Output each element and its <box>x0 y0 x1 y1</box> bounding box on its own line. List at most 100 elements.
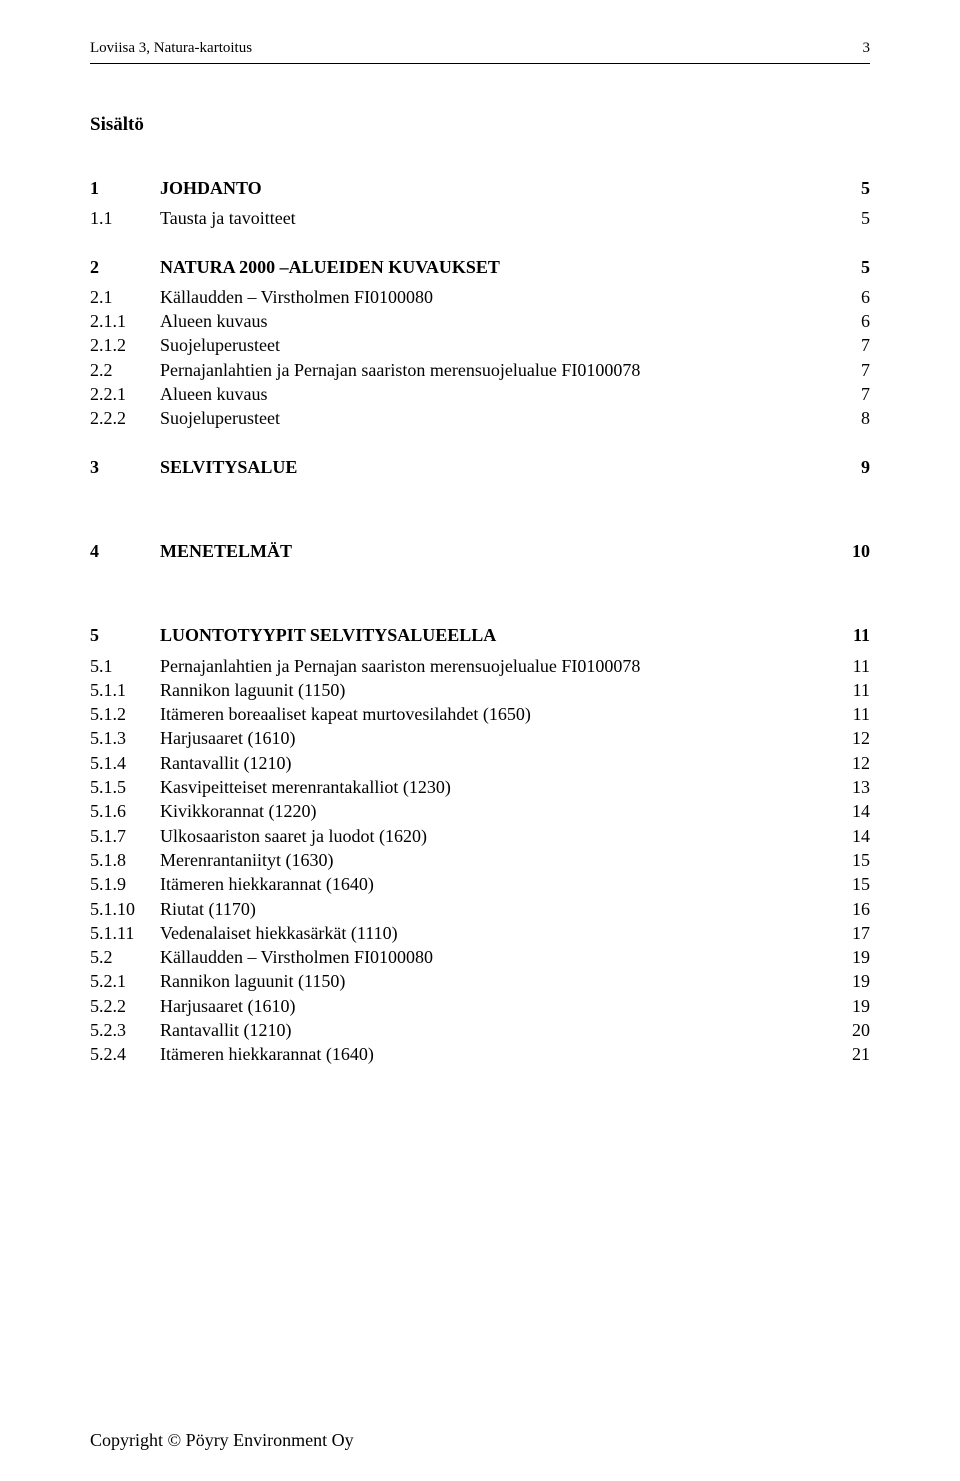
toc-row: 2.2.1Alueen kuvaus7 <box>90 382 870 406</box>
toc-page-number: 14 <box>830 799 870 823</box>
toc-page-number: 12 <box>830 751 870 775</box>
toc-page-number: 11 <box>830 702 870 726</box>
toc-page-number: 9 <box>830 455 870 479</box>
header-title: Loviisa 3, Natura-kartoitus <box>90 40 252 57</box>
toc-number: 1.1 <box>90 206 160 230</box>
toc-row: 5.1.11Vedenalaiset hiekkasärkät (1110)17 <box>90 921 870 945</box>
toc-title: Alueen kuvaus <box>160 309 830 333</box>
toc-page-number: 6 <box>830 285 870 309</box>
toc-number: 5.1.10 <box>90 897 160 921</box>
toc-page-number: 5 <box>830 255 870 279</box>
toc-row: 2.1.2Suojeluperusteet7 <box>90 333 870 357</box>
toc-page-number: 16 <box>830 897 870 921</box>
toc-page-number: 17 <box>830 921 870 945</box>
toc-row: 2.2.2Suojeluperusteet8 <box>90 406 870 430</box>
toc-number: 4 <box>90 539 160 563</box>
toc-page-number: 7 <box>830 358 870 382</box>
toc-number: 5.2.2 <box>90 994 160 1018</box>
toc-number: 2 <box>90 255 160 279</box>
toc-number: 2.2 <box>90 358 160 382</box>
toc-title: LUONTOTYYPIT SELVITYSALUEELLA <box>160 623 830 647</box>
toc-row: 5.1.8Merenrantaniityt (1630)15 <box>90 848 870 872</box>
toc-title: Rannikon laguunit (1150) <box>160 678 830 702</box>
toc-page-number: 19 <box>830 994 870 1018</box>
toc-row: 5.2.3Rantavallit (1210)20 <box>90 1018 870 1042</box>
toc-title: MENETELMÄT <box>160 539 830 563</box>
toc-row: 2.2Pernajanlahtien ja Pernajan saariston… <box>90 358 870 382</box>
toc-spacer <box>90 563 870 623</box>
toc-title: Rannikon laguunit (1150) <box>160 969 830 993</box>
toc-spacer <box>90 479 870 539</box>
toc-title: Kivikkorannat (1220) <box>160 799 830 823</box>
toc-title: Suojeluperusteet <box>160 406 830 430</box>
toc-number: 5.1.3 <box>90 726 160 750</box>
copyright-footer: Copyright © Pöyry Environment Oy <box>90 1430 354 1451</box>
toc-number: 5.1.8 <box>90 848 160 872</box>
document-page: Loviisa 3, Natura-kartoitus 3 Sisältö 1J… <box>0 0 960 1481</box>
toc-row: 5.1.10Riutat (1170)16 <box>90 897 870 921</box>
table-of-contents: 1JOHDANTO51.1Tausta ja tavoitteet52NATUR… <box>90 176 870 1067</box>
toc-row: 5.1.3Harjusaaret (1610)12 <box>90 726 870 750</box>
toc-number: 5.2 <box>90 945 160 969</box>
toc-number: 5.1 <box>90 654 160 678</box>
toc-page-number: 21 <box>830 1042 870 1066</box>
toc-row: 5.2.2Harjusaaret (1610)19 <box>90 994 870 1018</box>
toc-title: Källaudden – Virstholmen FI0100080 <box>160 285 830 309</box>
toc-title: Harjusaaret (1610) <box>160 726 830 750</box>
toc-number: 5.1.2 <box>90 702 160 726</box>
toc-title: Källaudden – Virstholmen FI0100080 <box>160 945 830 969</box>
toc-number: 5 <box>90 623 160 647</box>
toc-page-number: 11 <box>830 678 870 702</box>
toc-row: 5.1.2Itämeren boreaaliset kapeat murtove… <box>90 702 870 726</box>
toc-number: 5.2.4 <box>90 1042 160 1066</box>
toc-row: 3SELVITYSALUE9 <box>90 455 870 479</box>
toc-title: Alueen kuvaus <box>160 382 830 406</box>
toc-number: 5.1.1 <box>90 678 160 702</box>
toc-row: 5.1Pernajanlahtien ja Pernajan saariston… <box>90 654 870 678</box>
toc-row: 1JOHDANTO5 <box>90 176 870 200</box>
toc-number: 5.1.11 <box>90 921 160 945</box>
toc-number: 5.1.6 <box>90 799 160 823</box>
toc-title: Vedenalaiset hiekkasärkät (1110) <box>160 921 830 945</box>
toc-row: 5.2.1Rannikon laguunit (1150)19 <box>90 969 870 993</box>
toc-number: 3 <box>90 455 160 479</box>
toc-page-number: 19 <box>830 945 870 969</box>
page-header: Loviisa 3, Natura-kartoitus 3 <box>90 40 870 63</box>
toc-number: 2.1 <box>90 285 160 309</box>
toc-title: NATURA 2000 –ALUEIDEN KUVAUKSET <box>160 255 830 279</box>
toc-title: Pernajanlahtien ja Pernajan saariston me… <box>160 358 830 382</box>
toc-title: Suojeluperusteet <box>160 333 830 357</box>
toc-title: Ulkosaariston saaret ja luodot (1620) <box>160 824 830 848</box>
toc-number: 5.1.7 <box>90 824 160 848</box>
toc-page-number: 5 <box>830 176 870 200</box>
toc-title: Itämeren hiekkarannat (1640) <box>160 872 830 896</box>
toc-title: Itämeren hiekkarannat (1640) <box>160 1042 830 1066</box>
toc-row: 5.1.1Rannikon laguunit (1150)11 <box>90 678 870 702</box>
header-divider <box>90 63 870 64</box>
toc-number: 2.2.2 <box>90 406 160 430</box>
toc-page-number: 15 <box>830 848 870 872</box>
toc-title: JOHDANTO <box>160 176 830 200</box>
toc-title: Kasvipeitteiset merenrantakalliot (1230) <box>160 775 830 799</box>
toc-row: 2.1Källaudden – Virstholmen FI01000806 <box>90 285 870 309</box>
toc-row: 5.1.6Kivikkorannat (1220)14 <box>90 799 870 823</box>
toc-title: Harjusaaret (1610) <box>160 994 830 1018</box>
toc-row: 5.1.9Itämeren hiekkarannat (1640)15 <box>90 872 870 896</box>
toc-page-number: 5 <box>830 206 870 230</box>
toc-page-number: 7 <box>830 382 870 406</box>
toc-number: 2.1.2 <box>90 333 160 357</box>
toc-page-number: 12 <box>830 726 870 750</box>
toc-page-number: 6 <box>830 309 870 333</box>
toc-number: 5.1.5 <box>90 775 160 799</box>
toc-page-number: 11 <box>830 623 870 647</box>
toc-row: 5.2Källaudden – Virstholmen FI010008019 <box>90 945 870 969</box>
toc-page-number: 8 <box>830 406 870 430</box>
toc-page-number: 11 <box>830 654 870 678</box>
toc-title: SELVITYSALUE <box>160 455 830 479</box>
toc-title: Pernajanlahtien ja Pernajan saariston me… <box>160 654 830 678</box>
toc-row: 5.2.4Itämeren hiekkarannat (1640)21 <box>90 1042 870 1066</box>
toc-row: 5LUONTOTYYPIT SELVITYSALUEELLA11 <box>90 623 870 647</box>
toc-number: 5.1.4 <box>90 751 160 775</box>
toc-row: 5.1.4Rantavallit (1210)12 <box>90 751 870 775</box>
toc-number: 5.2.3 <box>90 1018 160 1042</box>
